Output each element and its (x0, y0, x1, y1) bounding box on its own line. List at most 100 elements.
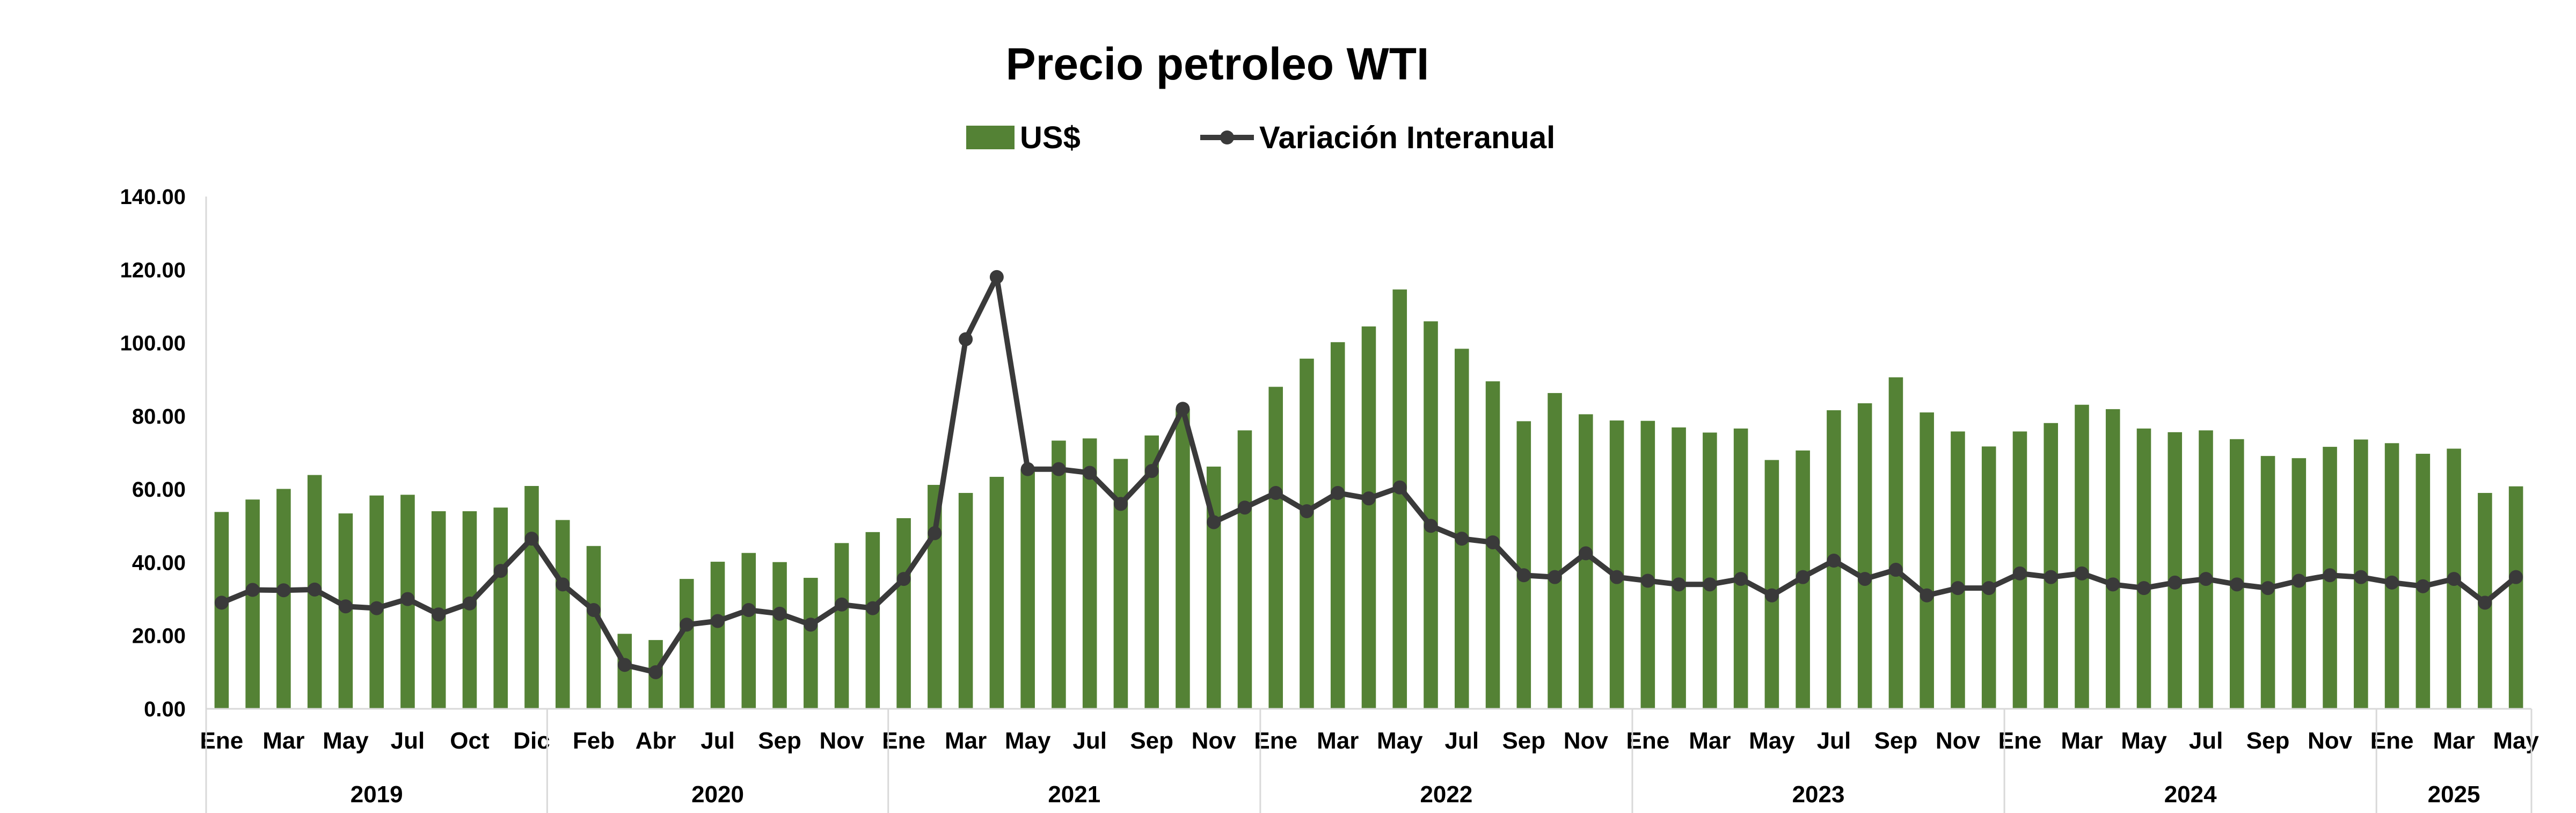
y-tick-label: 140.00 (120, 185, 186, 209)
x-tick-label: May (2493, 728, 2539, 754)
x-tick-label: Mar (1317, 728, 1359, 754)
line-point (2416, 579, 2430, 593)
line-point (1610, 570, 1624, 584)
bar (989, 476, 1004, 709)
line-point (2199, 572, 2213, 586)
bar (586, 546, 601, 709)
line-point (2230, 577, 2244, 592)
year-label: 2023 (1792, 781, 1845, 808)
bar (1176, 409, 1190, 709)
bar (2508, 486, 2523, 709)
line-point (2044, 570, 2058, 584)
line-point (1392, 480, 1407, 495)
bar (1609, 420, 1624, 709)
year-label: 2025 (2428, 781, 2480, 808)
chart-title: Precio petroleo WTI (1006, 39, 1429, 89)
line-point (369, 601, 384, 615)
line-point (1207, 515, 1221, 529)
bar (493, 507, 508, 709)
x-tick-label: Mar (1689, 728, 1731, 754)
y-tick-label: 40.00 (132, 551, 186, 575)
x-tick-label: Sep (1130, 728, 1173, 754)
line-point (1858, 572, 1872, 586)
legend-label-bars: US$ (1020, 120, 1081, 155)
bar (1082, 438, 1097, 709)
bar (1951, 431, 1965, 709)
y-tick-label: 100.00 (120, 332, 186, 355)
line-point (524, 532, 539, 546)
x-tick-label: Ene (1626, 728, 1669, 754)
bar (1268, 387, 1283, 709)
line-point (959, 332, 973, 346)
line-point (587, 603, 601, 618)
bar (679, 579, 694, 709)
bar (2136, 429, 2151, 709)
bar (865, 532, 880, 709)
x-tick-label: May (1005, 728, 1051, 754)
x-tick-label: Nov (1936, 728, 1981, 754)
x-tick-label: Ene (2370, 728, 2414, 754)
bar (1640, 420, 1655, 709)
x-tick-label: Ene (1998, 728, 2042, 754)
line-point (1268, 485, 1283, 500)
x-tick-label: Oct (450, 728, 490, 754)
line-point (2168, 575, 2182, 590)
x-tick-label: Nov (1564, 728, 1609, 754)
x-tick-label: May (323, 728, 369, 754)
year-label: 2020 (691, 781, 744, 808)
line-point (338, 599, 353, 614)
bar (1672, 427, 1686, 709)
x-tick-label: Jul (2189, 728, 2223, 754)
line-point (432, 607, 446, 622)
line-point (2509, 570, 2523, 584)
line-point (1548, 570, 1562, 584)
legend-swatch-marker (1220, 130, 1234, 144)
line-point (1734, 572, 1748, 586)
x-tick-label: Sep (758, 728, 801, 754)
x-tick-label: Nov (1192, 728, 1237, 754)
x-tick-label: May (1749, 728, 1795, 754)
line-point (1796, 570, 1810, 584)
bar (772, 562, 787, 709)
line-point (1362, 491, 1376, 506)
line-point (711, 614, 725, 628)
bar (1981, 446, 1996, 709)
bar (2168, 432, 2183, 709)
line-point (1424, 519, 1438, 533)
legend-label-line: Variación Interanual (1259, 120, 1555, 155)
line-point (2292, 574, 2306, 588)
x-tick-label: Mar (2061, 728, 2103, 754)
line-point (1455, 532, 1469, 546)
bar (245, 499, 260, 709)
line-point (865, 601, 880, 615)
line-point (1144, 464, 1159, 478)
bar (1888, 377, 1903, 709)
line-point (1672, 577, 1686, 592)
year-label: 2021 (1048, 781, 1100, 808)
bar (276, 489, 291, 709)
x-tick-label: Nov (2308, 728, 2353, 754)
line-point (2478, 596, 2492, 610)
line-point (2261, 581, 2275, 596)
x-tick-label: Feb (573, 728, 615, 754)
bar (214, 512, 229, 709)
bar (2105, 409, 2120, 709)
line-point (1237, 500, 1252, 515)
line-point (2447, 572, 2461, 586)
x-tick-label: Sep (1502, 728, 1545, 754)
x-tick-label: Ene (200, 728, 244, 754)
line-point (1113, 497, 1128, 511)
x-tick-label: May (1377, 728, 1423, 754)
line-point (1083, 466, 1097, 480)
line-point (1052, 462, 1066, 476)
line-point (556, 577, 570, 592)
bar (1920, 412, 1934, 709)
line-point (1951, 581, 1965, 596)
bar (1330, 342, 1345, 709)
bar (1703, 432, 1717, 709)
x-tick-label: Jul (391, 728, 425, 754)
bar (741, 553, 756, 709)
x-tick-label: Sep (1874, 728, 1918, 754)
y-tick-label: 20.00 (132, 625, 186, 648)
bar (1579, 414, 1593, 709)
